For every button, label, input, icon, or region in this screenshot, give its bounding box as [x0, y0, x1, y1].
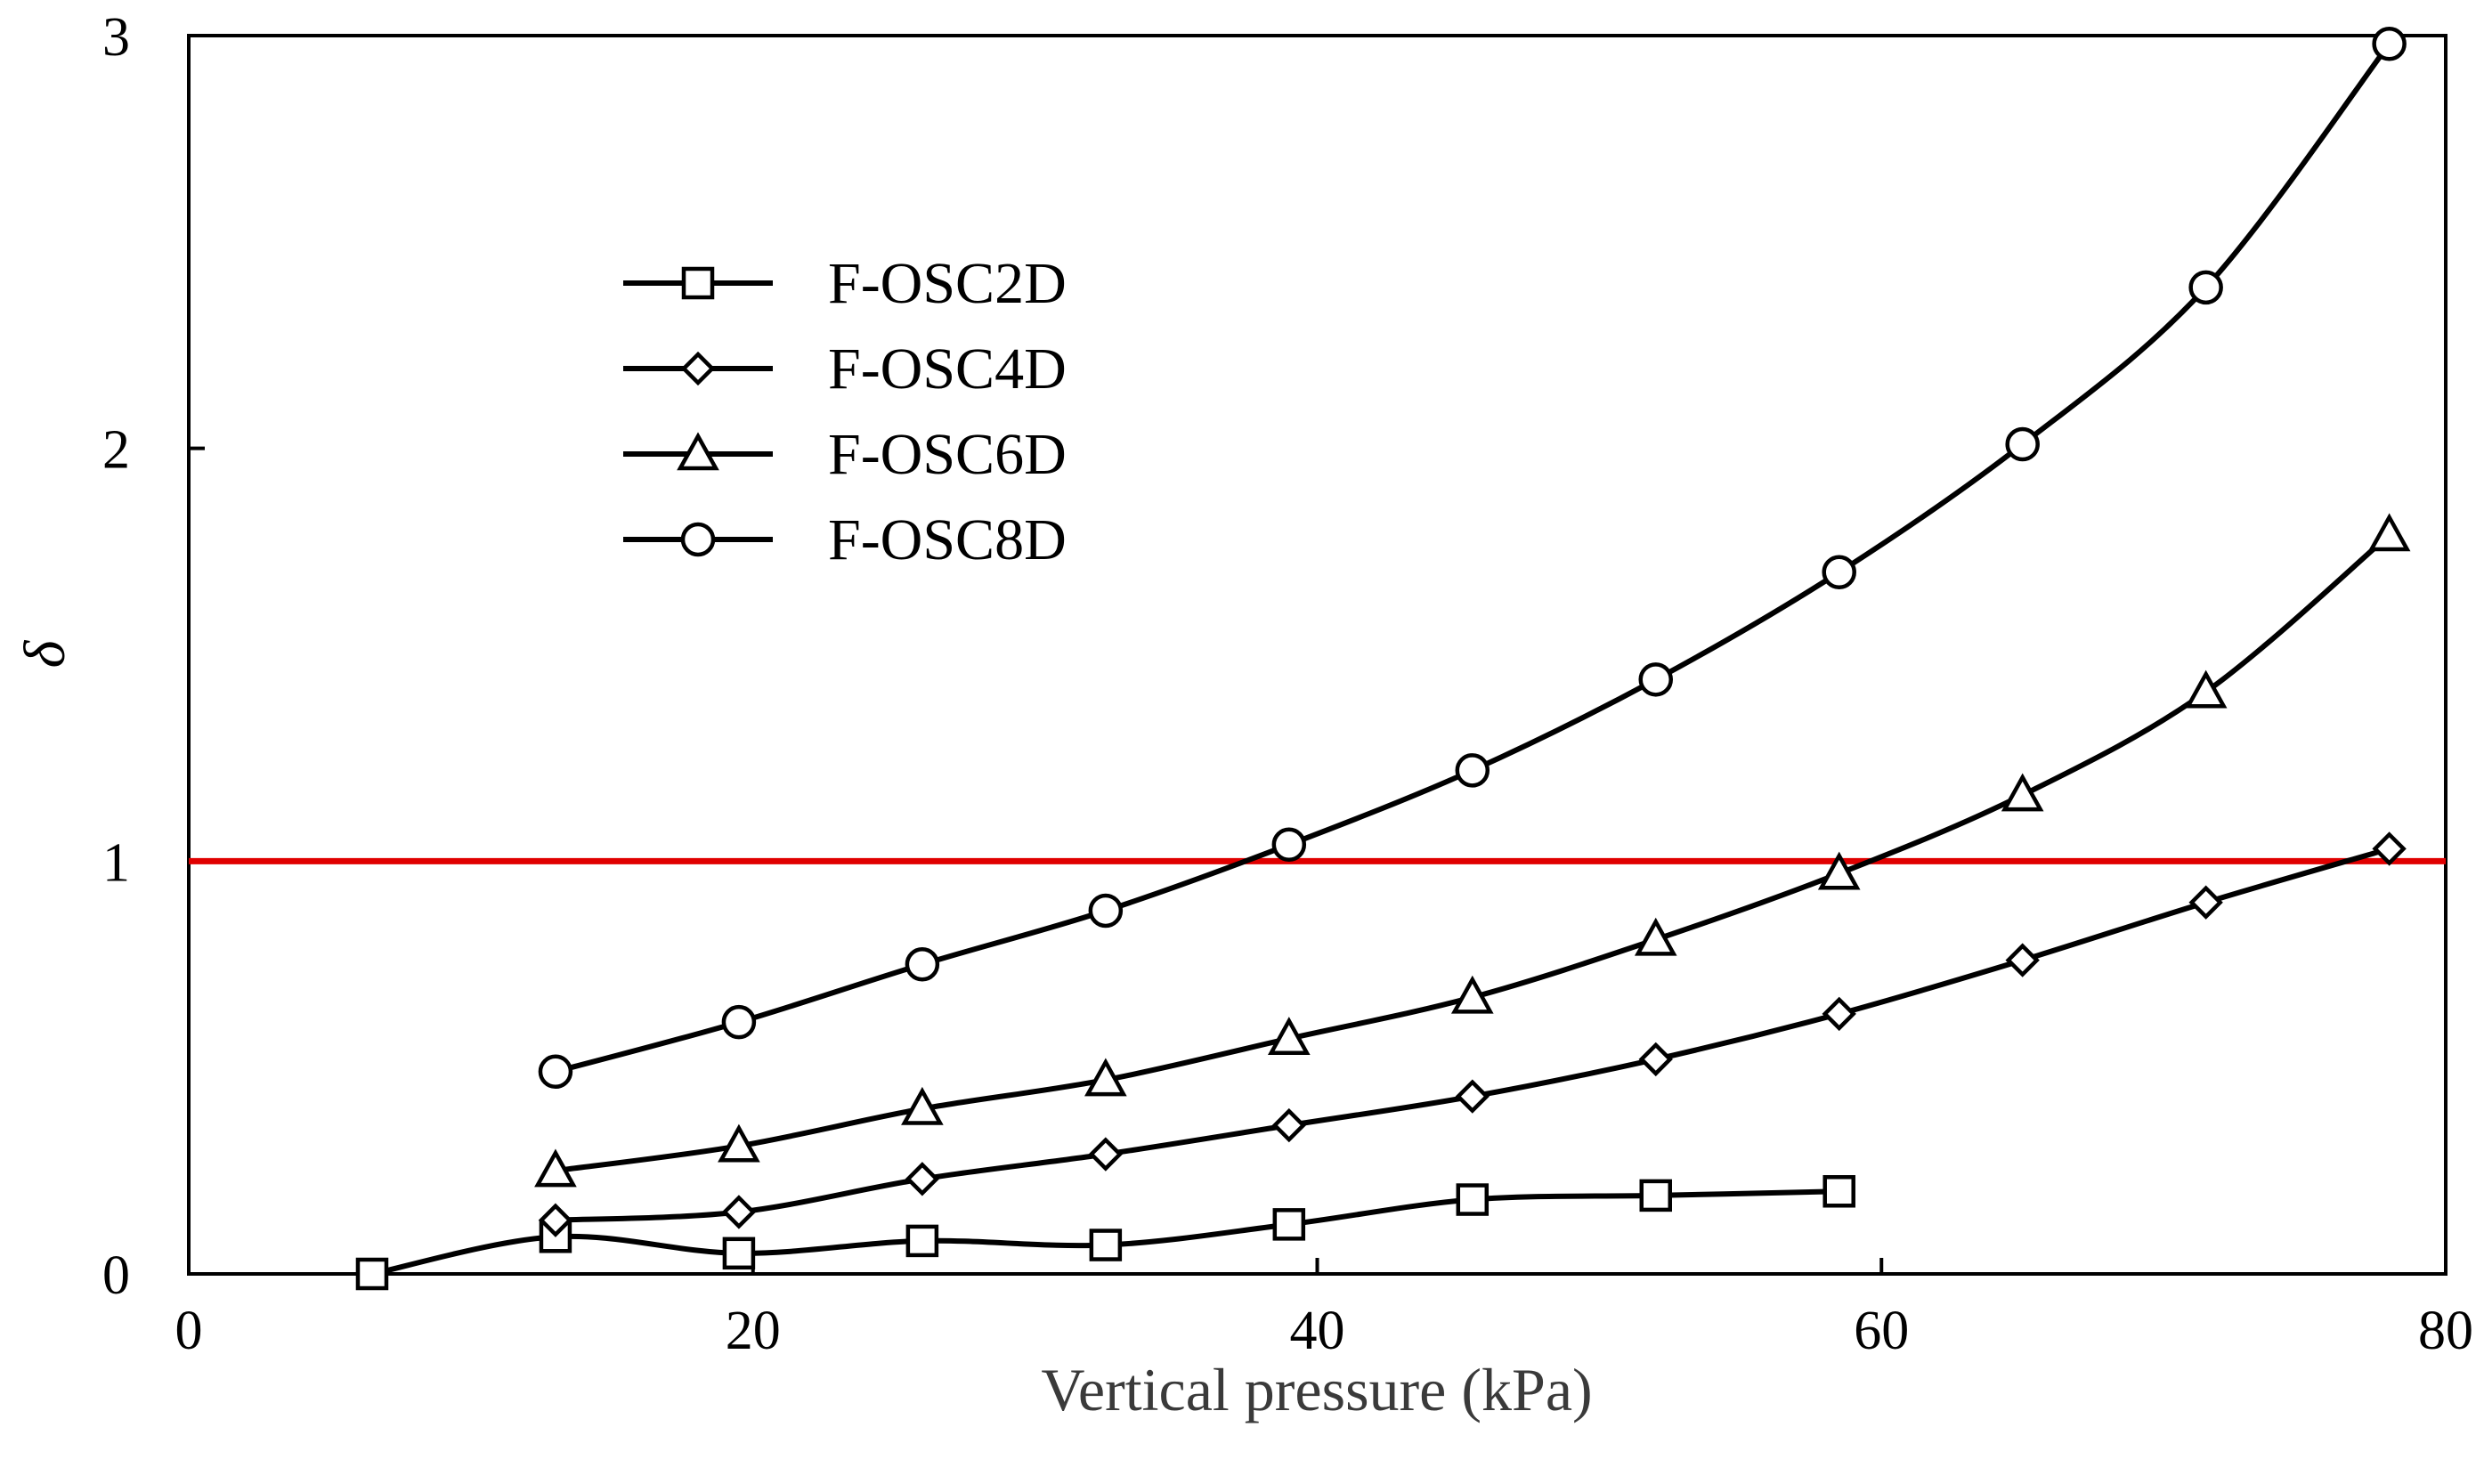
legend-label-f-osc8d: F-OSC8D	[828, 507, 1067, 572]
data-point-f-osc2d-4	[1089, 1229, 1123, 1261]
data-point-f-osc6d-4	[1267, 1017, 1311, 1055]
data-point-f-osc2d-0	[355, 1257, 389, 1291]
data-point-f-osc6d-5	[1450, 975, 1494, 1014]
data-point-f-osc8d-1	[721, 1004, 757, 1040]
series-f-osc6d	[534, 513, 2411, 1188]
series-f-osc8d	[538, 27, 2407, 1090]
data-point-f-osc2d-6	[1456, 1183, 1490, 1216]
y-axis-title: δ	[12, 639, 77, 668]
data-point-f-osc4d-10	[2372, 831, 2407, 866]
data-point-f-osc4d-9	[2188, 885, 2223, 920]
data-point-f-osc6d-9	[2184, 669, 2228, 709]
data-point-f-osc4d-7	[1822, 996, 1856, 1032]
data-point-f-osc8d-0	[538, 1054, 573, 1090]
data-point-f-osc4d-3	[1088, 1137, 1124, 1172]
data-point-f-osc4d-8	[2005, 943, 2040, 977]
data-point-f-osc2d-2	[722, 1237, 756, 1270]
legend-marker-f-osc2d	[681, 266, 715, 300]
legend-item-f-osc8d: F-OSC8D	[623, 507, 1067, 572]
data-point-f-osc6d-8	[2001, 773, 2044, 812]
data-point-f-osc8d-4	[1271, 827, 1307, 863]
data-point-f-osc6d-3	[1084, 1058, 1127, 1097]
legend-item-f-osc2d: F-OSC2D	[623, 251, 1067, 316]
x-tick-label-40: 40	[1290, 1301, 1345, 1361]
data-point-f-osc2d-5	[1272, 1208, 1306, 1241]
y-tick-label-2: 2	[102, 420, 130, 481]
legend-marker-f-osc6d	[677, 432, 719, 471]
legend-label-f-osc2d: F-OSC2D	[828, 251, 1067, 316]
x-axis-title: Vertical pressure (kPa)	[1041, 1356, 1592, 1423]
legend-label-f-osc6d: F-OSC6D	[828, 422, 1067, 487]
legend-marker-f-osc8d	[680, 522, 716, 557]
data-point-f-osc6d-2	[901, 1086, 944, 1125]
data-point-f-osc8d-10	[2372, 27, 2407, 61]
legend: F-OSC2D F-OSC4D F-OSC6D F-OSC8D	[623, 251, 1067, 572]
series-f-osc2d	[355, 1175, 1855, 1291]
series-layer	[355, 27, 2411, 1291]
data-point-f-osc6d-0	[534, 1148, 577, 1188]
data-point-f-osc2d-8	[1822, 1175, 1855, 1208]
data-point-f-osc8d-8	[2005, 426, 2040, 462]
data-point-f-osc8d-2	[905, 947, 940, 982]
data-point-f-osc2d-7	[1639, 1179, 1672, 1212]
data-point-f-osc4d-4	[1271, 1107, 1306, 1143]
data-point-f-osc4d-2	[905, 1162, 940, 1196]
data-point-f-osc8d-5	[1455, 753, 1490, 788]
plot-frame	[187, 34, 2447, 1276]
axis-ticks: 0 20 40 60 80 0 1 2 3	[102, 7, 2473, 1361]
data-point-f-osc8d-6	[1638, 662, 1673, 697]
data-point-f-osc4d-5	[1455, 1079, 1490, 1114]
legend-marker-f-osc4d	[680, 351, 716, 386]
y-tick-label-0: 0	[102, 1245, 130, 1306]
x-tick-label-60: 60	[1854, 1301, 1909, 1361]
data-point-f-osc4d-1	[721, 1195, 757, 1229]
data-point-f-osc6d-1	[718, 1123, 760, 1163]
series-line-f-osc8d	[552, 41, 2392, 1074]
x-tick-label-0: 0	[175, 1301, 203, 1361]
plot-area	[187, 34, 2447, 1276]
series-f-osc4d	[538, 831, 2407, 1237]
data-point-f-osc6d-7	[1817, 851, 1861, 890]
data-point-f-osc6d-6	[1634, 917, 1677, 956]
data-point-f-osc4d-0	[538, 1203, 573, 1237]
data-point-f-osc8d-9	[2188, 270, 2223, 305]
data-point-f-osc8d-3	[1088, 893, 1124, 929]
legend-item-f-osc6d: F-OSC6D	[623, 422, 1067, 487]
legend-label-f-osc4d: F-OSC4D	[828, 337, 1067, 401]
data-point-f-osc8d-7	[1822, 555, 1856, 590]
y-tick-label-1: 1	[102, 832, 130, 893]
x-tick-label-80: 80	[2418, 1301, 2473, 1361]
y-tick-label-3: 3	[102, 7, 130, 68]
legend-item-f-osc4d: F-OSC4D	[623, 337, 1067, 401]
data-point-f-osc2d-3	[905, 1224, 939, 1258]
x-tick-label-20: 20	[726, 1301, 781, 1361]
data-point-f-osc6d-10	[2367, 513, 2411, 552]
data-point-f-osc4d-6	[1638, 1042, 1673, 1077]
